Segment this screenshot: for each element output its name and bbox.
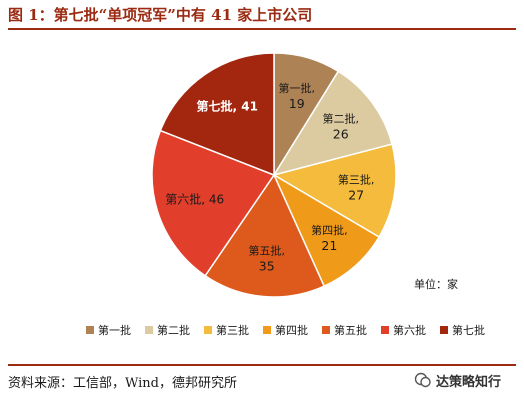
watermark-text: 达策略知行 <box>436 374 502 390</box>
unit-label: 单位：家 <box>414 277 458 291</box>
legend-label-4: 第四批 <box>275 323 308 337</box>
slice-label-4: 第四批, 21 <box>311 223 348 253</box>
legend-swatch-2 <box>145 326 153 334</box>
pie-slices <box>151 52 397 298</box>
pie-slice-4 <box>272 173 381 288</box>
slice-label-2: 第二批, 26 <box>323 112 360 142</box>
slice-label-7: 第七批, 41 <box>197 98 258 113</box>
pie-slice-5 <box>204 173 326 298</box>
legend-swatch-6 <box>381 326 389 334</box>
figure-title: 图 1：第七批“单项冠军”中有 41 家上市公司 <box>8 6 313 24</box>
legend-swatch-4 <box>263 326 271 334</box>
pie-slice-2 <box>272 70 393 177</box>
wechat-icon <box>414 372 431 388</box>
legend: 第一批 第二批 第三批 第四批 第五批 第六批 第七批 <box>86 323 485 337</box>
legend-swatch-1 <box>86 326 94 334</box>
legend-label-6: 第六批 <box>393 323 426 337</box>
legend-label-2: 第二批 <box>157 323 190 337</box>
title-rule <box>8 28 516 30</box>
slice-label-3: 第三批, 27 <box>338 172 375 202</box>
source-note: 资料来源：工信部，Wind，德邦研究所 <box>8 376 237 391</box>
legend-swatch-5 <box>322 326 330 334</box>
pie-slice-7 <box>159 52 275 177</box>
pie-slice-6 <box>151 129 276 277</box>
slice-label-5: 第五批, 35 <box>248 244 285 274</box>
legend-label-1: 第一批 <box>98 323 131 337</box>
source-rule <box>8 364 516 366</box>
watermark: 达策略知行 <box>414 368 501 392</box>
pie-slice-3 <box>272 143 397 239</box>
slice-labels: 第一批, 19 第二批, 26 第三批, 27 第四批, 21 第五批, 35 第六批, 46 第七批… <box>165 81 374 273</box>
slice-label-6: 第六批, 46 <box>165 191 224 206</box>
legend-swatch-7 <box>440 326 448 334</box>
legend-label-5: 第五批 <box>334 323 367 337</box>
pie-chart: 第一批, 19 第二批, 26 第三批, 27 第四批, 21 第五批, 35 第六批, 46 第七批… <box>86 52 485 337</box>
legend-label-7: 第七批 <box>452 323 485 337</box>
legend-swatch-3 <box>204 326 212 334</box>
slice-label-1: 第一批, 19 <box>278 81 315 111</box>
legend-label-3: 第三批 <box>216 323 249 337</box>
